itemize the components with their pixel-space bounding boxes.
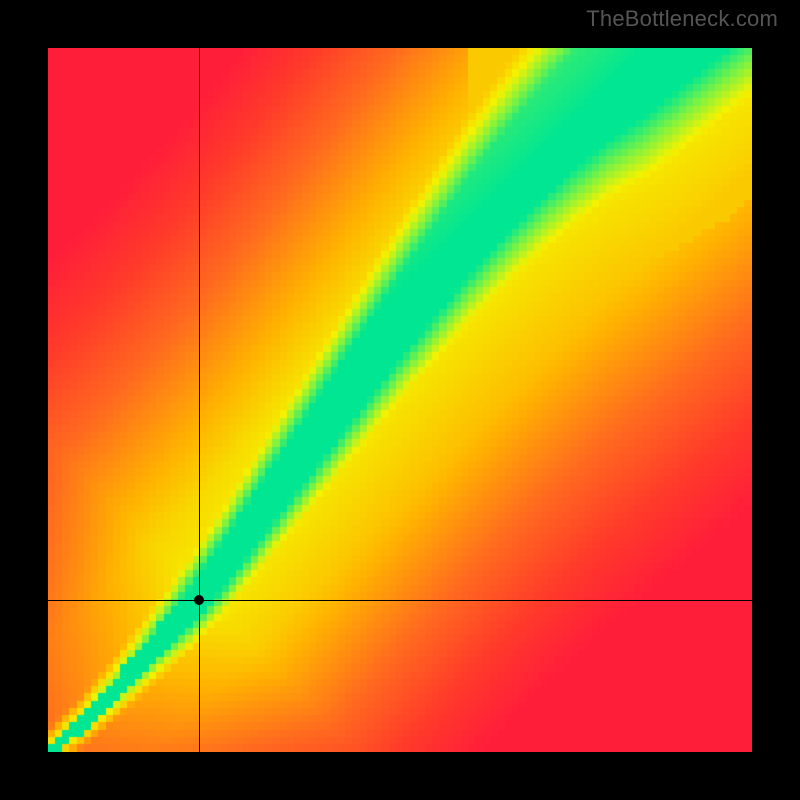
heatmap-canvas — [48, 48, 752, 752]
watermark-text: TheBottleneck.com — [586, 6, 778, 32]
bottleneck-heatmap — [48, 48, 752, 752]
crosshair-point — [194, 595, 204, 605]
crosshair-horizontal — [48, 600, 752, 601]
crosshair-vertical — [199, 48, 200, 752]
